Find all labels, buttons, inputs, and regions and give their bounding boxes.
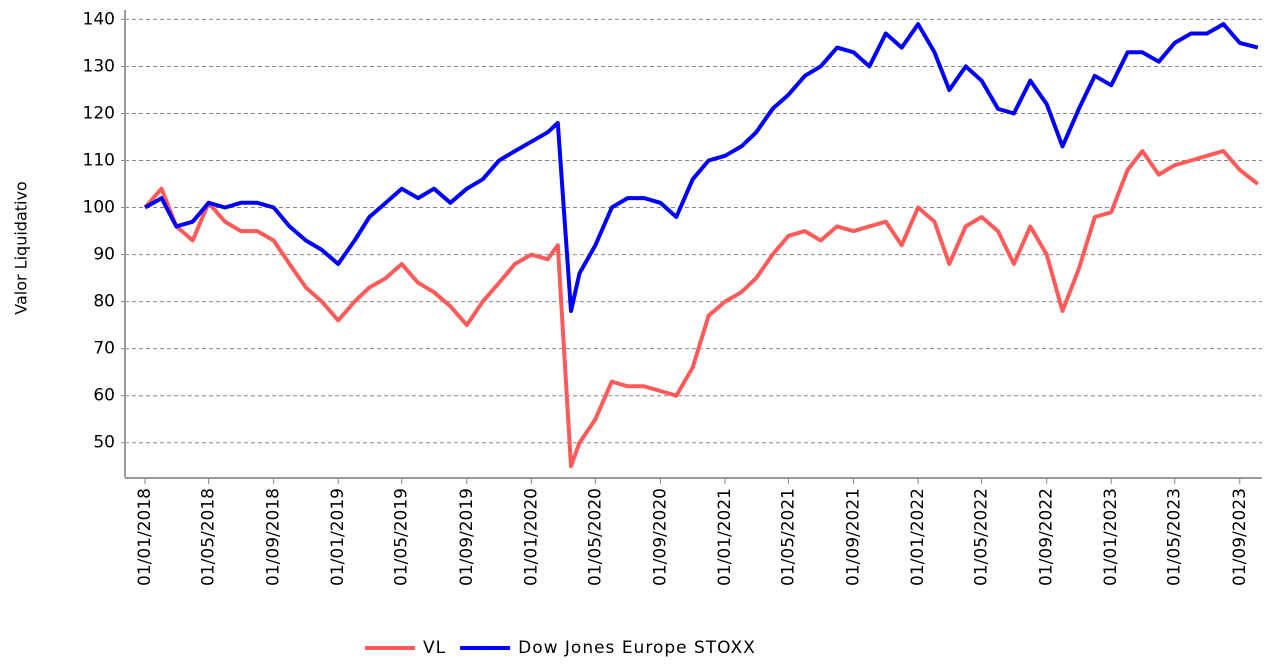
y-tick-label: 90	[93, 245, 115, 265]
x-tick-label: 01/01/2021	[715, 488, 735, 586]
legend-label: VL	[423, 638, 446, 658]
legend-label: Dow Jones Europe STOXX	[518, 638, 756, 658]
x-tick-label: 01/01/2018	[135, 488, 155, 586]
y-tick-label: 70	[93, 339, 115, 359]
x-tick-label: 01/01/2022	[908, 488, 928, 586]
x-tick-label: 01/09/2019	[457, 488, 477, 586]
x-tick-label: 01/01/2023	[1101, 488, 1121, 586]
y-tick-label: 120	[83, 103, 115, 123]
y-tick-label: 100	[83, 198, 115, 218]
y-tick-label: 50	[93, 433, 115, 453]
y-tick-label: 140	[83, 9, 115, 29]
y-tick-label: 80	[93, 292, 115, 312]
x-tick-label: 01/09/2018	[264, 488, 284, 586]
x-tick-label: 01/05/2021	[778, 488, 798, 586]
x-tick-label: 01/01/2019	[328, 488, 348, 586]
x-tick-label: 01/05/2018	[199, 488, 219, 586]
x-tick-label: 01/09/2021	[844, 488, 864, 586]
y-axis-label: Valor Liquidativo	[12, 181, 31, 314]
x-tick-label: 01/05/2019	[392, 488, 412, 586]
x-tick-label: 01/05/2023	[1165, 488, 1185, 586]
y-tick-label: 110	[83, 151, 115, 171]
x-tick-label: 01/05/2022	[972, 488, 992, 586]
series-line	[143, 149, 1260, 469]
y-tick-label: 60	[93, 386, 115, 406]
x-tick-label: 01/09/2022	[1037, 488, 1057, 586]
series-line	[144, 22, 1259, 313]
x-tick-label: 01/05/2020	[585, 488, 605, 586]
y-tick-label: 130	[83, 56, 115, 76]
x-tick-label: 01/01/2020	[521, 488, 541, 586]
x-tick-label: 01/09/2020	[650, 488, 670, 586]
x-tick-label: 01/09/2023	[1230, 488, 1250, 586]
